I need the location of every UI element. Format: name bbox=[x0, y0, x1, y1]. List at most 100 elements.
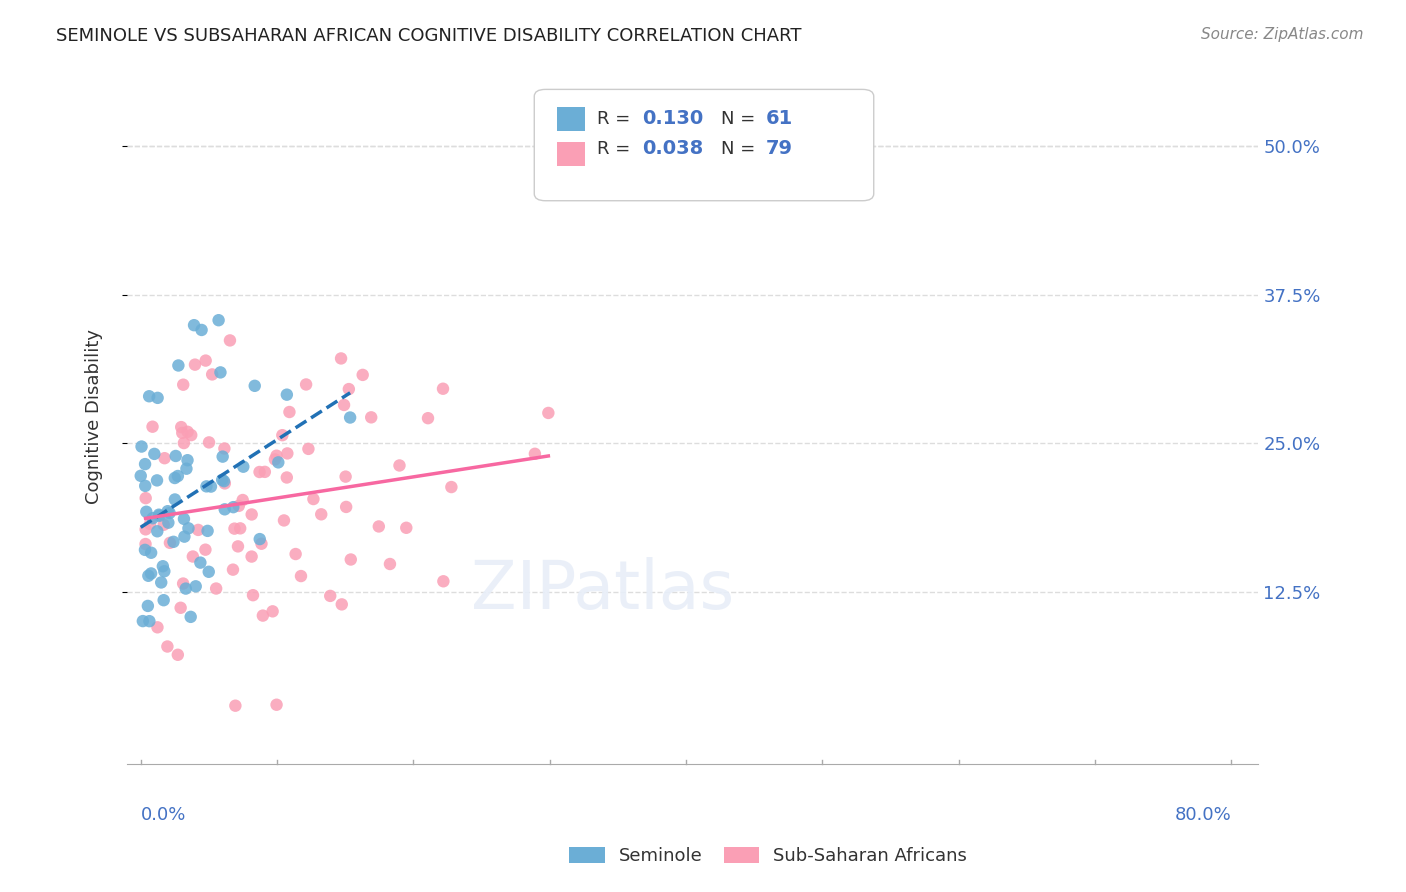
Seminole bbox=[183, 318, 205, 333]
Seminole bbox=[190, 556, 212, 570]
Sub-Saharan Africans bbox=[159, 536, 181, 550]
Sub-Saharan Africans bbox=[278, 405, 301, 419]
Sub-Saharan Africans bbox=[224, 698, 246, 713]
Seminole bbox=[267, 455, 290, 469]
Seminole bbox=[132, 614, 155, 628]
Sub-Saharan Africans bbox=[266, 449, 288, 463]
Text: 61: 61 bbox=[766, 109, 793, 128]
Sub-Saharan Africans bbox=[264, 452, 287, 467]
Sub-Saharan Africans bbox=[166, 648, 188, 662]
Sub-Saharan Africans bbox=[276, 446, 298, 460]
Sub-Saharan Africans bbox=[388, 458, 411, 473]
Seminole bbox=[146, 391, 169, 405]
Seminole bbox=[139, 546, 162, 560]
Seminole bbox=[165, 449, 187, 463]
Seminole bbox=[134, 479, 156, 493]
Sub-Saharan Africans bbox=[302, 491, 325, 506]
Seminole bbox=[339, 410, 361, 425]
Sub-Saharan Africans bbox=[169, 600, 191, 615]
Seminole bbox=[176, 461, 198, 475]
Text: 0.038: 0.038 bbox=[641, 139, 703, 158]
Seminole bbox=[195, 479, 218, 493]
Sub-Saharan Africans bbox=[432, 382, 454, 396]
Sub-Saharan Africans bbox=[253, 465, 276, 479]
Sub-Saharan Africans bbox=[135, 537, 157, 551]
Seminole bbox=[138, 614, 160, 628]
Sub-Saharan Africans bbox=[330, 351, 353, 366]
Sub-Saharan Africans bbox=[271, 428, 294, 442]
Seminole bbox=[180, 610, 202, 624]
Sub-Saharan Africans bbox=[224, 522, 246, 536]
Sub-Saharan Africans bbox=[335, 469, 357, 483]
Sub-Saharan Africans bbox=[309, 508, 332, 522]
Seminole bbox=[167, 359, 190, 373]
Sub-Saharan Africans bbox=[273, 513, 295, 527]
Seminole bbox=[156, 504, 179, 518]
Seminole bbox=[200, 479, 222, 493]
Sub-Saharan Africans bbox=[156, 640, 179, 654]
Sub-Saharan Africans bbox=[352, 368, 374, 382]
Seminole bbox=[209, 365, 232, 379]
Sub-Saharan Africans bbox=[180, 428, 202, 442]
Text: 0.130: 0.130 bbox=[641, 109, 703, 128]
Seminole bbox=[143, 447, 166, 461]
Seminole bbox=[173, 530, 195, 544]
Seminole bbox=[173, 512, 195, 526]
Sub-Saharan Africans bbox=[330, 598, 353, 612]
Seminole bbox=[157, 516, 180, 530]
FancyBboxPatch shape bbox=[534, 89, 873, 201]
Seminole bbox=[212, 474, 235, 488]
Sub-Saharan Africans bbox=[537, 406, 560, 420]
Seminole bbox=[207, 313, 229, 327]
Sub-Saharan Africans bbox=[335, 500, 357, 514]
Bar bbox=[557, 107, 585, 131]
Sub-Saharan Africans bbox=[198, 435, 221, 450]
Seminole bbox=[249, 532, 271, 546]
Text: ZIPatlas: ZIPatlas bbox=[471, 558, 734, 624]
Sub-Saharan Africans bbox=[262, 604, 284, 618]
Sub-Saharan Africans bbox=[146, 620, 169, 634]
Seminole bbox=[222, 500, 245, 515]
Text: Source: ZipAtlas.com: Source: ZipAtlas.com bbox=[1201, 27, 1364, 42]
Sub-Saharan Africans bbox=[219, 334, 242, 348]
Text: SEMINOLE VS SUBSAHARAN AFRICAN COGNITIVE DISABILITY CORRELATION CHART: SEMINOLE VS SUBSAHARAN AFRICAN COGNITIVE… bbox=[56, 27, 801, 45]
Seminole bbox=[146, 524, 169, 539]
Seminole bbox=[142, 511, 165, 525]
Seminole bbox=[176, 453, 198, 467]
Seminole bbox=[139, 566, 162, 581]
Seminole bbox=[135, 505, 157, 519]
Seminole bbox=[177, 521, 200, 535]
Sub-Saharan Africans bbox=[201, 368, 224, 382]
Seminole bbox=[174, 582, 197, 596]
Seminole bbox=[190, 323, 212, 337]
Seminole bbox=[159, 506, 181, 520]
Sub-Saharan Africans bbox=[184, 358, 207, 372]
Seminole bbox=[184, 579, 207, 593]
Seminole bbox=[211, 473, 233, 487]
Sub-Saharan Africans bbox=[228, 499, 250, 513]
Sub-Saharan Africans bbox=[187, 523, 209, 537]
Seminole bbox=[134, 457, 156, 471]
Sub-Saharan Africans bbox=[242, 588, 264, 602]
Seminole bbox=[138, 389, 160, 403]
Sub-Saharan Africans bbox=[240, 549, 263, 564]
Sub-Saharan Africans bbox=[232, 493, 254, 508]
Sub-Saharan Africans bbox=[284, 547, 307, 561]
Sub-Saharan Africans bbox=[194, 353, 217, 368]
Sub-Saharan Africans bbox=[416, 411, 439, 425]
Sub-Saharan Africans bbox=[194, 542, 217, 557]
Seminole bbox=[197, 524, 219, 538]
Sub-Saharan Africans bbox=[250, 537, 273, 551]
Sub-Saharan Africans bbox=[290, 569, 312, 583]
Sub-Saharan Africans bbox=[222, 563, 245, 577]
Bar bbox=[569, 847, 605, 863]
Sub-Saharan Africans bbox=[367, 519, 389, 533]
Sub-Saharan Africans bbox=[172, 576, 194, 591]
Sub-Saharan Africans bbox=[153, 451, 176, 466]
Seminole bbox=[197, 565, 219, 579]
Seminole bbox=[214, 502, 236, 516]
Seminole bbox=[162, 534, 184, 549]
Seminole bbox=[146, 474, 169, 488]
Sub-Saharan Africans bbox=[252, 608, 274, 623]
Sub-Saharan Africans bbox=[319, 589, 342, 603]
